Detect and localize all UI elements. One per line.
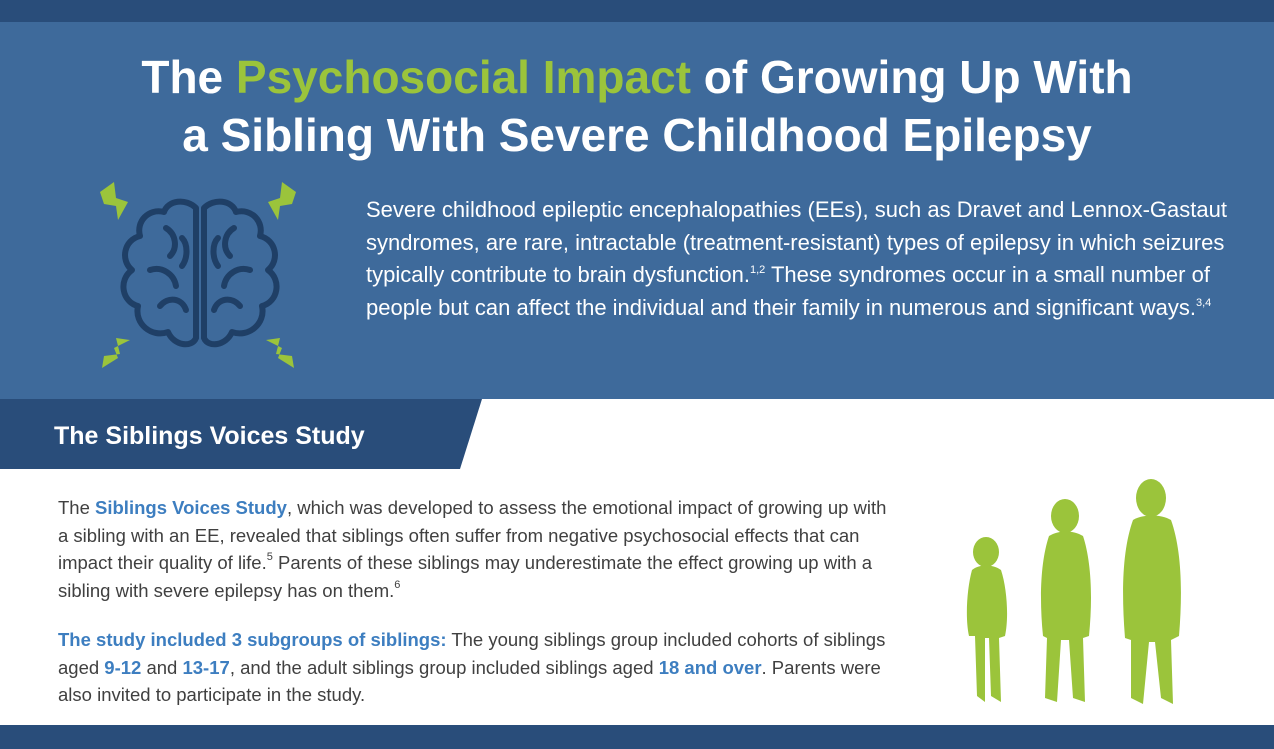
lightning-bolt-icon <box>268 182 296 220</box>
age-group-18-over: 18 and over <box>658 656 762 678</box>
p1-text-1: The <box>58 497 96 518</box>
intro-ref-2: 3,4 <box>1195 296 1212 309</box>
title-line2: a Sibling With Severe Childhood Epilepsy <box>182 109 1092 161</box>
lightning-bolt-icon <box>266 338 294 368</box>
teen-silhouette-icon <box>1041 499 1091 702</box>
p2-text-1: The young siblings group included cohort… <box>58 629 886 678</box>
title-part2: of Growing Up With <box>691 51 1133 103</box>
p1-ref-2: 6 <box>394 578 401 591</box>
study-subgroups-paragraph: The study included 3 subgroups of siblin… <box>58 626 898 709</box>
age-group-9-12: 9-12 <box>104 656 142 678</box>
intro-text-2: These syndromes occur in a small number … <box>366 262 1210 320</box>
p2-text-2: and <box>141 656 183 678</box>
p1-text-2: , which was developed to assess the emot… <box>58 497 887 573</box>
intro-text-1: Severe childhood epileptic encephalopath… <box>366 197 1227 287</box>
lightning-bolt-icon <box>102 338 130 368</box>
sibling-silhouettes-icon <box>966 479 1181 704</box>
top-strip <box>0 0 1274 22</box>
child-silhouette-icon <box>966 537 1008 702</box>
age-group-13-17: 13-17 <box>182 656 230 678</box>
subgroups-lead: The study included 3 subgroups of siblin… <box>58 629 447 650</box>
study-description-paragraph: The Siblings Voices Study, which was dev… <box>58 494 898 604</box>
title-part1: The <box>141 51 236 103</box>
hero-banner <box>0 22 1274 399</box>
title-accent: Psychosocial Impact <box>235 51 692 103</box>
p1-text-3: Parents of these siblings may underestim… <box>58 552 873 601</box>
bottom-strip <box>0 725 1274 749</box>
page-title: The Psychosocial Impact of Growing Up Wi… <box>0 48 1274 164</box>
adult-silhouette-icon <box>1123 479 1181 704</box>
brain-outline <box>120 198 280 348</box>
p1-ref-1: 5 <box>266 551 273 563</box>
brain-icon <box>100 182 296 368</box>
intro-paragraph: Severe childhood epileptic encephalopath… <box>366 194 1236 324</box>
intro-ref-1: 1,2 <box>749 264 766 276</box>
p2-text-4: . Parents were also invited to participa… <box>58 656 881 706</box>
section-banner <box>0 399 482 469</box>
lightning-bolt-icon <box>100 182 128 220</box>
lightning-bolts <box>100 182 296 368</box>
p2-text-3: , and the adult siblings group included … <box>229 656 659 678</box>
study-name: Siblings Voices Study <box>95 497 287 518</box>
section-title: The Siblings Voices Study <box>54 422 365 450</box>
